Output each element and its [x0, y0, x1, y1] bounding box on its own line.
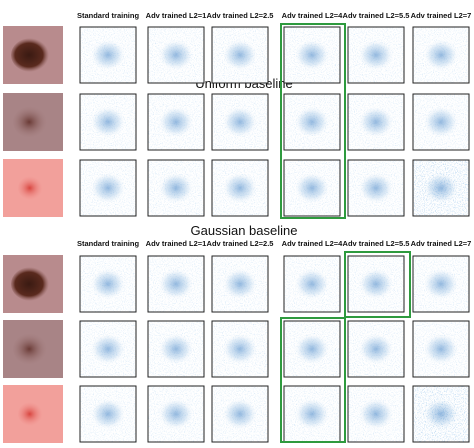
saliency-frame — [412, 255, 470, 313]
saliency-blob — [90, 39, 126, 71]
saliency-blob — [358, 106, 394, 138]
saliency-blob — [222, 39, 258, 71]
saliency-blob — [294, 333, 330, 365]
column-header: Adv trained L2=5.5 — [343, 239, 410, 248]
highlight — [280, 317, 346, 443]
saliency-frame — [347, 26, 405, 84]
saliency-blob — [90, 398, 126, 430]
saliency-frame — [79, 159, 137, 217]
column-header: Standard training — [77, 11, 140, 20]
column-header: Adv trained L2=1 — [146, 239, 207, 248]
saliency-frame — [79, 320, 137, 378]
saliency-blob — [158, 106, 194, 138]
saliency-frame — [347, 320, 405, 378]
saliency-frame — [283, 320, 341, 378]
column-header: Adv trained L2=2.5 — [207, 239, 274, 248]
saliency-frame — [412, 26, 470, 84]
saliency-frame — [147, 385, 205, 443]
saliency-blob — [358, 268, 394, 300]
saliency-blob — [90, 106, 126, 138]
saliency-blob — [222, 172, 258, 204]
saliency-frame — [283, 159, 341, 217]
saliency-blob — [423, 106, 459, 138]
saliency-frame — [211, 93, 269, 151]
saliency-frame — [211, 385, 269, 443]
saliency-blob — [158, 172, 194, 204]
column-header: Adv trained L2=4 — [282, 239, 343, 248]
saliency-frame — [412, 93, 470, 151]
saliency-blob — [423, 172, 459, 204]
column-header: Adv trained L2=4 — [282, 11, 343, 20]
saliency-frame — [412, 159, 470, 217]
saliency-blob — [358, 39, 394, 71]
saliency-frame — [147, 26, 205, 84]
saliency-blob — [90, 268, 126, 300]
column-header: Adv trained L2=7 — [411, 239, 472, 248]
column-header: Adv trained L2=5.5 — [343, 11, 410, 20]
saliency-frame — [79, 385, 137, 443]
highlight — [344, 251, 411, 318]
saliency-frame — [211, 26, 269, 84]
lesion — [11, 267, 51, 301]
saliency-frame — [147, 159, 205, 217]
saliency-frame — [412, 385, 470, 443]
saliency-frame — [147, 93, 205, 151]
saliency-frame — [79, 255, 137, 313]
saliency-frame — [283, 255, 341, 313]
column-header: Adv trained L2=7 — [411, 11, 472, 20]
saliency-blob — [294, 398, 330, 430]
saliency-blob — [294, 172, 330, 204]
saliency-blob — [294, 106, 330, 138]
saliency-blob — [358, 333, 394, 365]
saliency-blob — [222, 268, 258, 300]
saliency-blob — [158, 398, 194, 430]
saliency-frame — [412, 320, 470, 378]
saliency-blob — [358, 172, 394, 204]
saliency-frame — [211, 255, 269, 313]
saliency-blob — [90, 333, 126, 365]
saliency-blob — [294, 39, 330, 71]
saliency-frame — [79, 93, 137, 151]
saliency-blob — [358, 398, 394, 430]
lesion — [13, 106, 49, 138]
saliency-blob — [158, 268, 194, 300]
saliency-frame — [283, 93, 341, 151]
saliency-blob — [294, 268, 330, 300]
saliency-blob — [222, 106, 258, 138]
saliency-frame — [211, 159, 269, 217]
saliency-blob — [90, 172, 126, 204]
saliency-blob — [423, 398, 459, 430]
saliency-blob — [158, 333, 194, 365]
saliency-frame — [347, 255, 405, 313]
section-title: Gaussian baseline — [191, 223, 298, 238]
saliency-blob — [222, 333, 258, 365]
saliency-frame — [211, 320, 269, 378]
lesion — [18, 176, 44, 200]
highlight — [280, 23, 346, 219]
column-header: Adv trained L2=2.5 — [207, 11, 274, 20]
saliency-frame — [147, 255, 205, 313]
column-header: Adv trained L2=1 — [146, 11, 207, 20]
saliency-frame — [347, 93, 405, 151]
column-header: Standard training — [77, 239, 140, 248]
saliency-blob — [423, 39, 459, 71]
saliency-blob — [423, 333, 459, 365]
saliency-frame — [347, 159, 405, 217]
lesion — [11, 38, 51, 72]
saliency-frame — [283, 26, 341, 84]
lesion — [13, 333, 49, 365]
saliency-blob — [158, 39, 194, 71]
lesion — [18, 402, 44, 426]
saliency-blob — [222, 398, 258, 430]
saliency-frame — [147, 320, 205, 378]
saliency-blob — [423, 268, 459, 300]
saliency-frame — [79, 26, 137, 84]
saliency-frame — [347, 385, 405, 443]
